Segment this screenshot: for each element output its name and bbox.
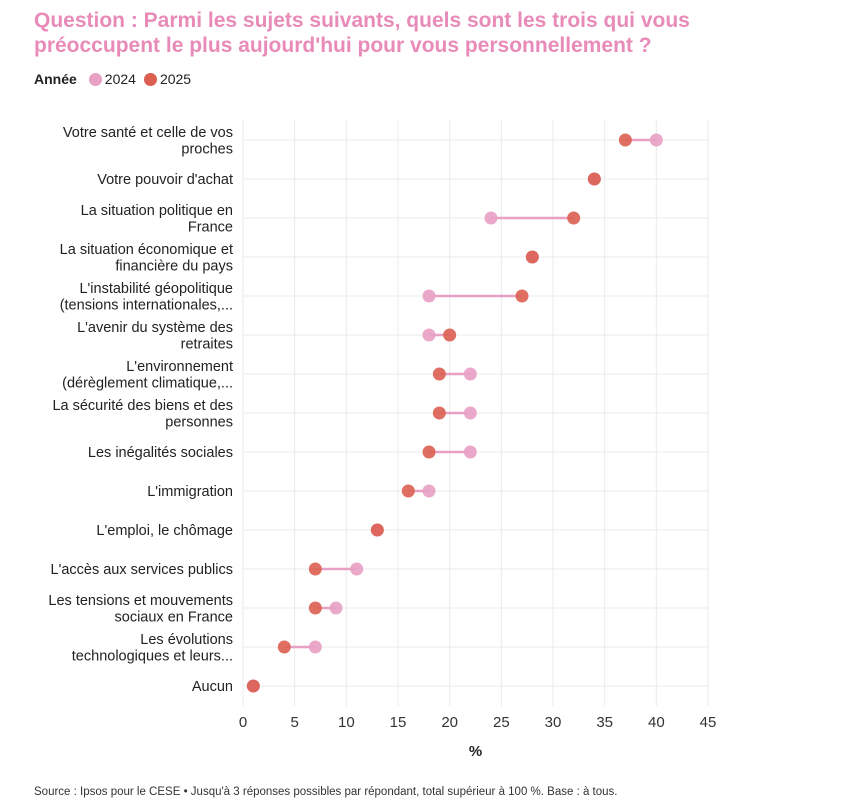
point-2024 <box>649 133 663 147</box>
point-2025 <box>308 601 322 615</box>
point-2025 <box>567 211 581 225</box>
x-tick-label: 35 <box>596 714 613 731</box>
legend-marker-2025 <box>143 72 157 86</box>
x-tick-label: 15 <box>390 714 407 731</box>
point-2025 <box>308 562 322 576</box>
category-label: La situation économique et financière du … <box>60 242 233 275</box>
point-2024 <box>350 562 364 576</box>
category-label: L'emploi, le chômage <box>96 523 233 539</box>
point-2024 <box>463 406 477 420</box>
category-label: L'avenir du système des retraites <box>77 320 233 353</box>
point-2024 <box>463 367 477 381</box>
point-2024 <box>463 445 477 459</box>
x-tick-label: 40 <box>648 714 665 731</box>
point-2024 <box>484 211 498 225</box>
category-label: Votre pouvoir d'achat <box>97 172 233 188</box>
category-label: La sécurité des biens et des personnes <box>52 398 233 431</box>
category-label: L'immigration <box>147 484 233 500</box>
category-label: Les tensions et mouvements sociaux en Fra… <box>48 593 233 626</box>
legend-label-2024: 2024 <box>104 71 136 87</box>
legend-label-2025: 2025 <box>159 71 192 87</box>
point-2025 <box>246 679 260 693</box>
point-2024 <box>329 601 343 615</box>
point-2025 <box>515 289 529 303</box>
category-label: Les inégalités sociales <box>88 445 233 461</box>
x-axis-label: % <box>469 743 482 760</box>
legend-title: Année <box>34 71 77 87</box>
category-label: Votre santé et celle de vos proches <box>63 125 233 158</box>
point-2025 <box>277 640 291 654</box>
point-2025 <box>422 445 436 459</box>
legend-marker-2024 <box>88 72 102 86</box>
point-2025 <box>370 523 384 537</box>
x-tick-label: 10 <box>338 714 355 731</box>
category-label: L'environnement (dérèglement climatique,.… <box>62 359 233 392</box>
source-note: Source : Ipsos pour le CESE • Jusqu'à 3 … <box>34 786 618 798</box>
point-2024 <box>422 328 436 342</box>
category-label: L'accès aux services publics <box>51 562 234 578</box>
x-tick-label: 5 <box>290 714 298 731</box>
legend: Année 2024 2025 <box>34 71 191 87</box>
x-tick-label: 30 <box>545 714 562 731</box>
x-tick-label: 45 <box>700 714 717 731</box>
category-label: L'instabilité géopolitique (tensions inte… <box>60 281 233 314</box>
dumbbell-chart: 0 5 10 15 20 25 30 35 40 45% Votre santé et celle … <box>48 120 717 760</box>
category-label: Aucun <box>192 679 233 695</box>
point-2025 <box>443 328 457 342</box>
x-tick-label: 25 <box>493 714 510 731</box>
category-label: La situation politique en France <box>81 203 233 236</box>
point-2025 <box>401 484 415 498</box>
chart-title: Question : Parmi les sujets suivants, qu… <box>34 9 690 57</box>
category-label: Les évolutions technologiques et leurs... <box>72 632 233 665</box>
point-2025 <box>525 250 539 264</box>
point-2024 <box>308 640 322 654</box>
point-2025 <box>432 367 446 381</box>
x-tick-label: 20 <box>441 714 458 731</box>
point-2024 <box>422 484 436 498</box>
point-2024 <box>422 289 436 303</box>
point-2025 <box>587 172 601 186</box>
point-2025 <box>618 133 632 147</box>
x-tick-label: 0 <box>239 714 247 731</box>
point-2025 <box>432 406 446 420</box>
